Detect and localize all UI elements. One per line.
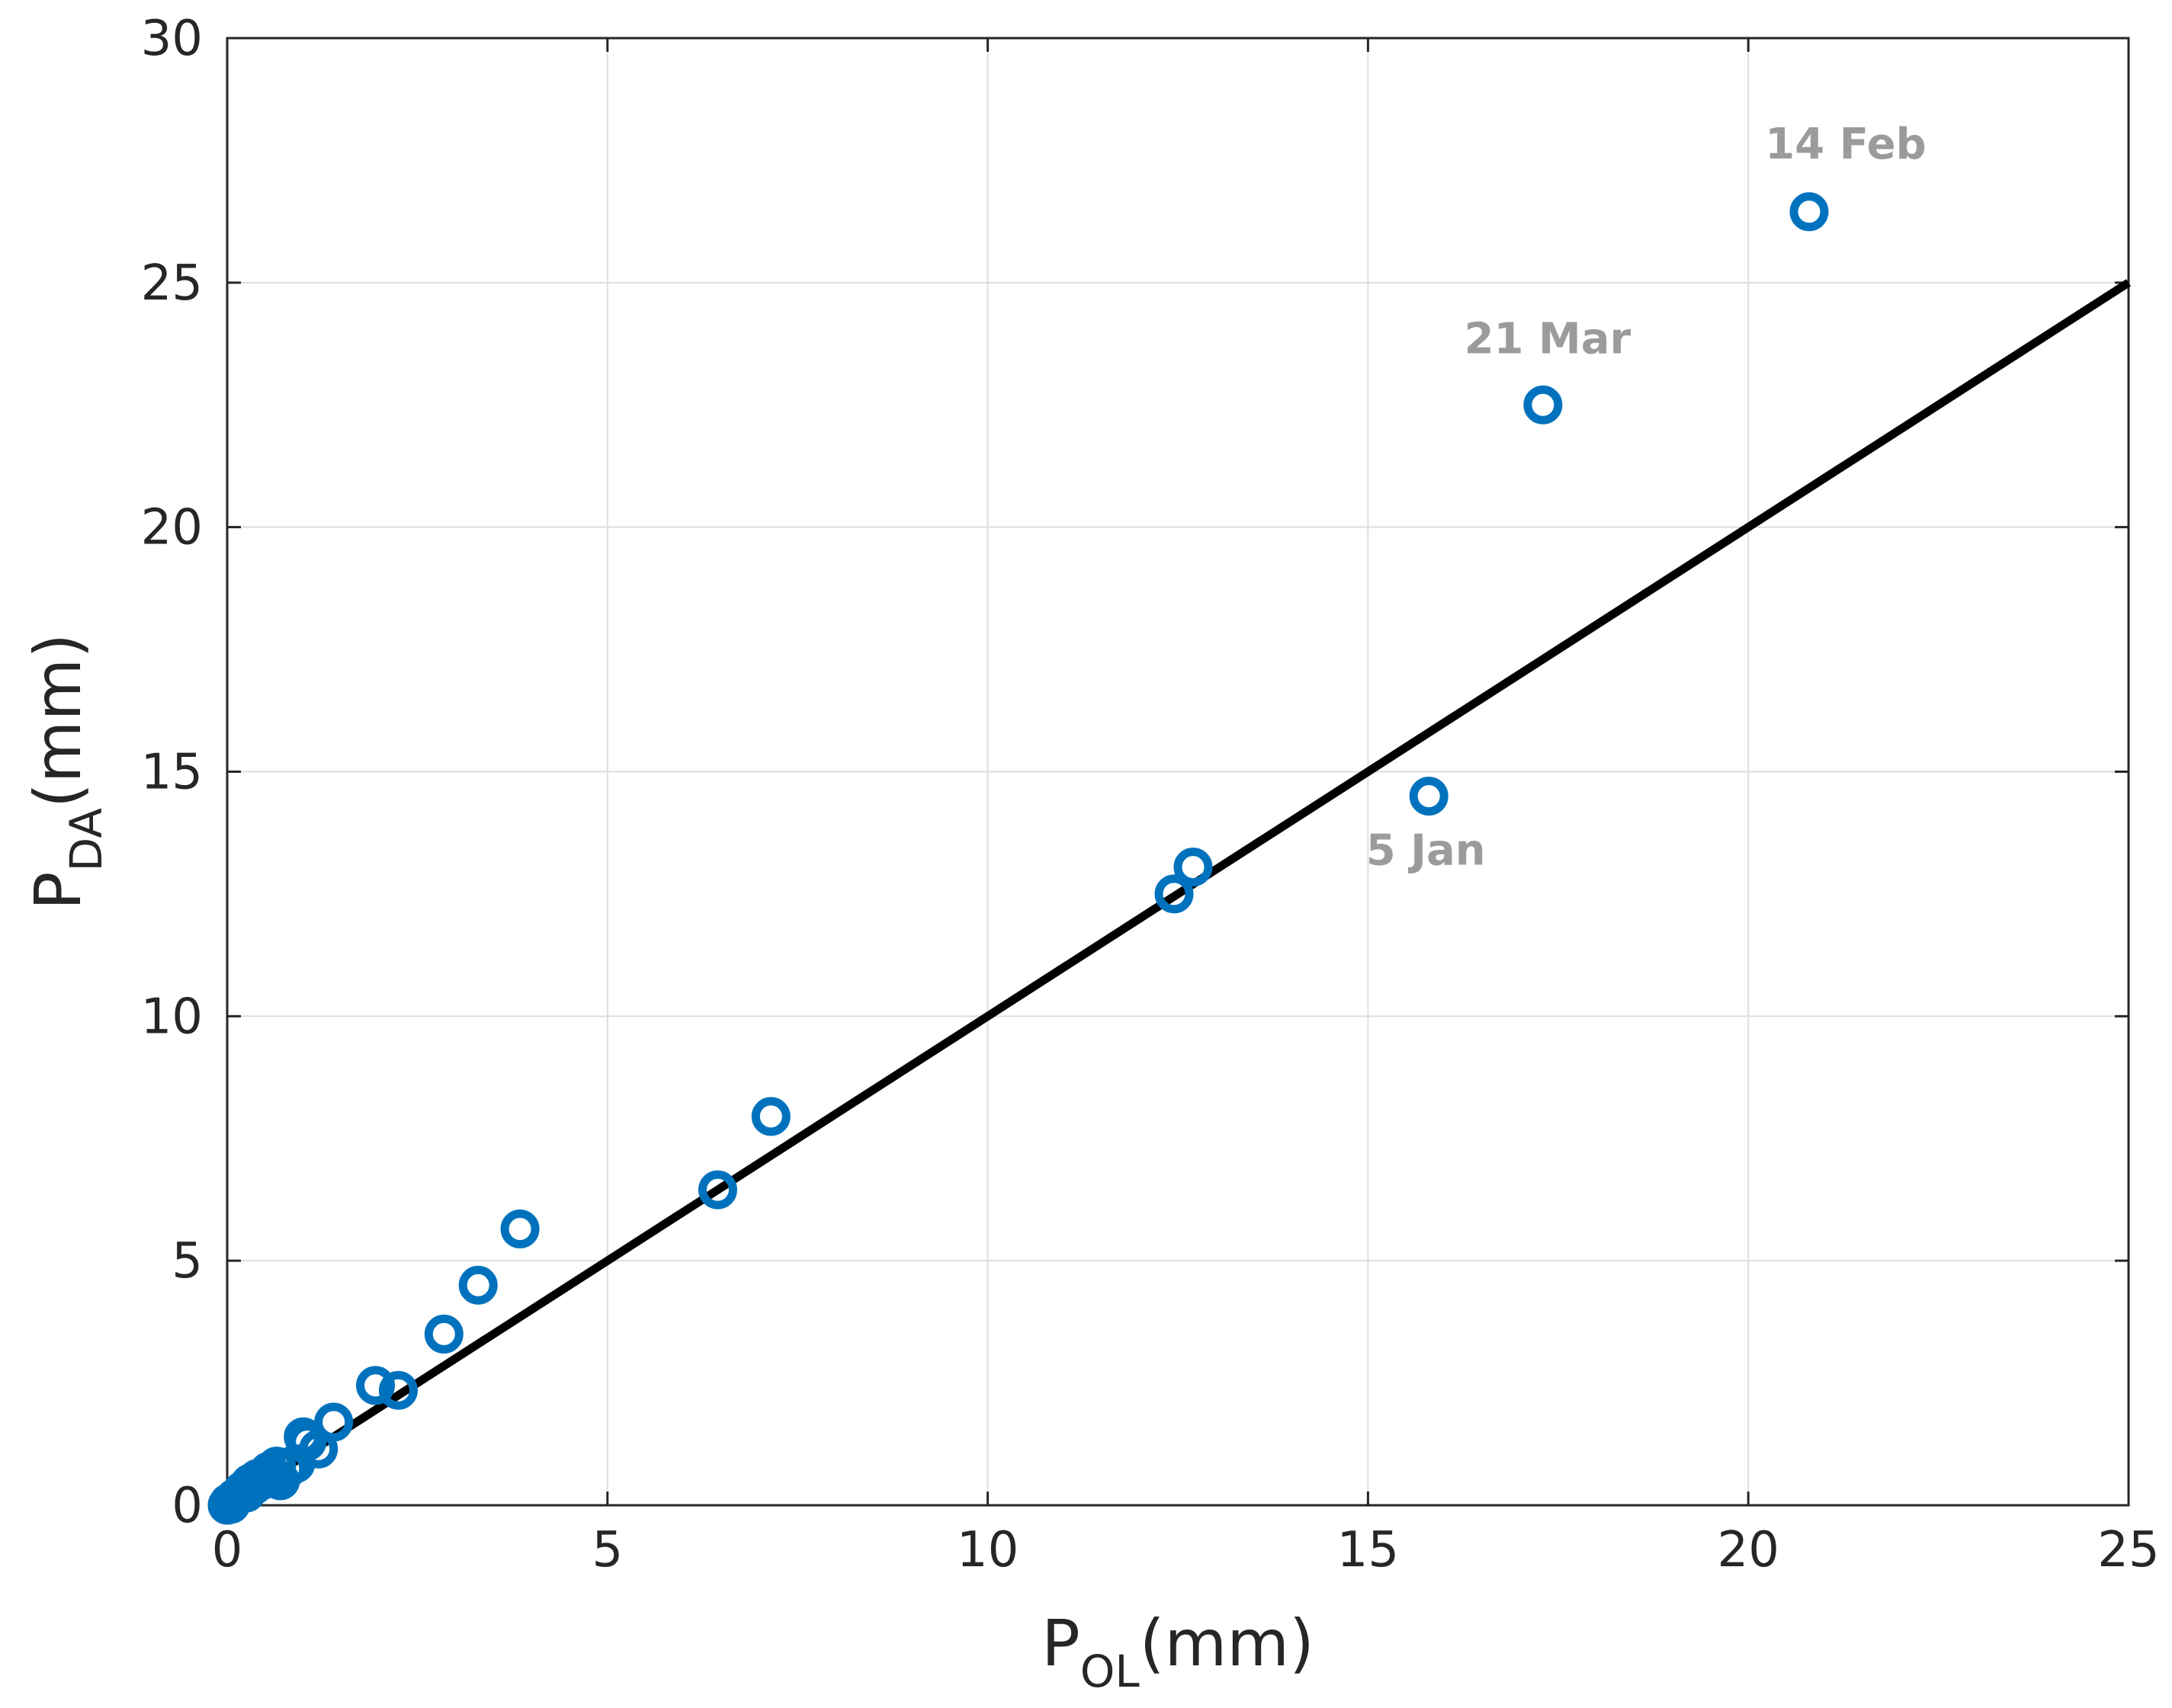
y-tick-label: 15 [141,745,203,801]
data-point [1173,848,1213,887]
one-to-one-line-layer [225,279,2131,1509]
one-to-one-line [225,279,2131,1509]
x-tick-labels: 0 5 10 15 20 25 [212,1522,2160,1578]
x-tick-label: 5 [592,1522,623,1578]
grid [226,37,2129,1506]
data-point [1789,192,1829,232]
x-tick-label: 20 [1717,1522,1779,1578]
x-tick-label: 25 [2097,1522,2159,1578]
data-point [500,1209,540,1248]
y-tick-label: 25 [141,255,203,312]
x-tick-label: 0 [212,1522,243,1578]
y-axis-label-unit: (mm) [21,633,95,808]
x-axis-label: POL(mm) [1041,1606,1314,1697]
data-point [314,1402,354,1442]
data-point [378,1370,418,1410]
annotations: 14 Feb 21 Mar 5 Jan [1366,120,1927,876]
data-point [1409,777,1449,816]
data-points [207,192,1829,1525]
data-point [424,1314,464,1354]
data-point [356,1366,396,1405]
y-tick-labels: 0 5 10 15 20 25 30 [141,11,203,1534]
y-tick-label: 5 [172,1233,203,1290]
y-tick-label: 30 [141,11,203,67]
y-axis-label: PDA(mm) [21,633,112,910]
point-annotation: 21 Mar [1465,314,1631,364]
x-tick-label: 15 [1337,1522,1399,1578]
y-tick-label: 10 [141,989,203,1045]
point-annotation: 14 Feb [1765,120,1926,169]
y-tick-label: 20 [141,500,203,556]
x-axis-label-main: P [1041,1606,1080,1681]
y-axis-label-sub: DA [60,808,112,872]
data-point [698,1170,737,1210]
data-point [458,1265,498,1305]
x-axis-label-unit: (mm) [1140,1606,1314,1681]
point-annotation: 5 Jan [1366,826,1486,876]
y-tick-label: 0 [172,1478,203,1534]
data-point [751,1097,791,1136]
data-point [1154,874,1194,914]
data-point [1523,385,1563,425]
x-axis-label-sub: OL [1080,1646,1140,1697]
x-tick-label: 10 [957,1522,1019,1578]
y-axis-label-main: P [21,871,95,910]
